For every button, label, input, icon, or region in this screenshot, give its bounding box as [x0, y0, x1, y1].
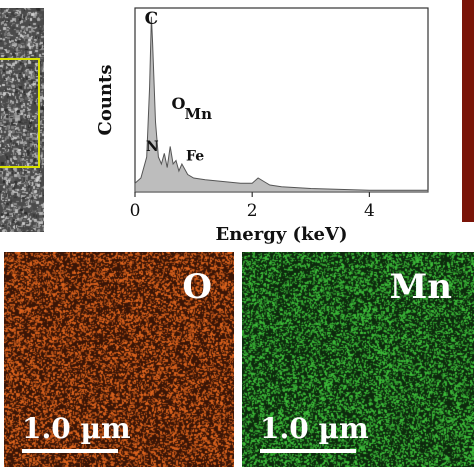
mn-scale-label: 1.0 µm [260, 412, 369, 445]
y-axis-label: Counts [95, 65, 116, 136]
map-strip-red [462, 0, 474, 222]
x-axis-label: Energy (keV) [216, 224, 348, 245]
plot-frame [134, 7, 429, 193]
mn-map-texture [242, 252, 474, 467]
o-scale-bar: 1.0 µm [22, 415, 131, 453]
sem-image [0, 8, 44, 232]
peak-label-fe: Fe [186, 148, 204, 164]
sem-texture [0, 8, 44, 232]
mn-scale-line [260, 449, 356, 453]
edx-spectrum-chart: 0 2 4 C O Mn N Fe Energy (keV) Counts [95, 0, 440, 245]
o-elemental-map: O 1.0 µm [4, 252, 234, 467]
mn-map-label: Mn [389, 267, 452, 307]
spectrum-area [134, 16, 429, 193]
mn-scale-bar: 1.0 µm [260, 415, 369, 453]
x-tick-label: 2 [247, 201, 258, 221]
selection-box [0, 58, 40, 168]
o-scale-line [22, 449, 118, 453]
o-scale-label: 1.0 µm [22, 412, 131, 445]
mn-elemental-map: Mn 1.0 µm [242, 252, 474, 467]
edx-svg: 0 2 4 C OMn N Fe Energy (keV) Counts [95, 7, 429, 245]
peak-label-o: O [171, 94, 185, 113]
o-map-label: O [182, 267, 212, 307]
peak-label-c: C [145, 9, 159, 29]
o-map-texture [4, 252, 234, 467]
x-tick-label: 0 [130, 201, 141, 221]
peak-label-n: N [146, 139, 159, 155]
peak-label-mn: Mn [185, 105, 213, 123]
x-tick-label: 4 [364, 201, 375, 221]
